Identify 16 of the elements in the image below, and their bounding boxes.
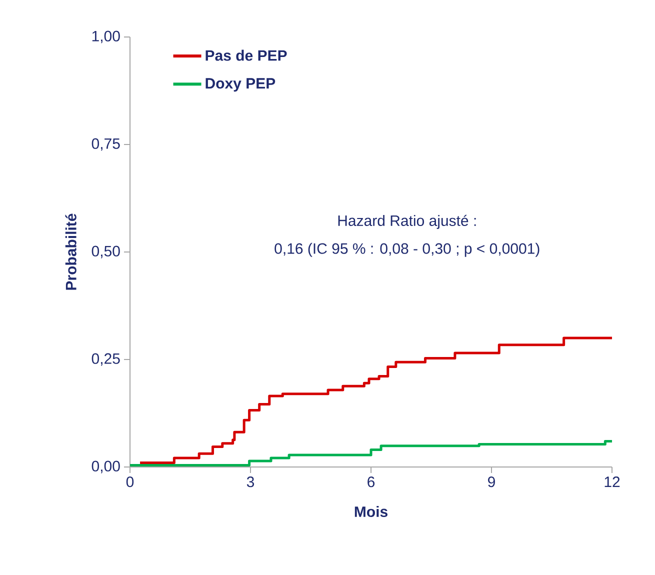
annotation: Hazard Ratio ajusté : bbox=[338, 214, 476, 229]
x-tick-label: 3 bbox=[246, 476, 254, 488]
legend-label: Pas de PEP bbox=[206, 50, 287, 61]
x-tick-label: 0 bbox=[126, 476, 134, 488]
y-tick-label: 0,00 bbox=[92, 460, 120, 474]
y-tick-label: 0,50 bbox=[92, 246, 120, 258]
x-axis-title: Mois bbox=[354, 506, 388, 518]
legend-label: Doxy PEP bbox=[206, 78, 276, 92]
x-tick-label: 6 bbox=[368, 476, 375, 488]
y-tick-label: 0,75 bbox=[92, 138, 120, 151]
annotation: 0,16 (IC 95 % : 0,08 - 0,30 ; p < 0,0001) bbox=[274, 242, 540, 257]
x-tick-label: 9 bbox=[488, 476, 495, 488]
y-tick-label: 0,25 bbox=[92, 353, 120, 366]
y-tick-label: 1,00 bbox=[92, 30, 120, 44]
x-tick-label: 12 bbox=[604, 476, 620, 488]
y-axis-title: Probabilité bbox=[65, 214, 76, 290]
